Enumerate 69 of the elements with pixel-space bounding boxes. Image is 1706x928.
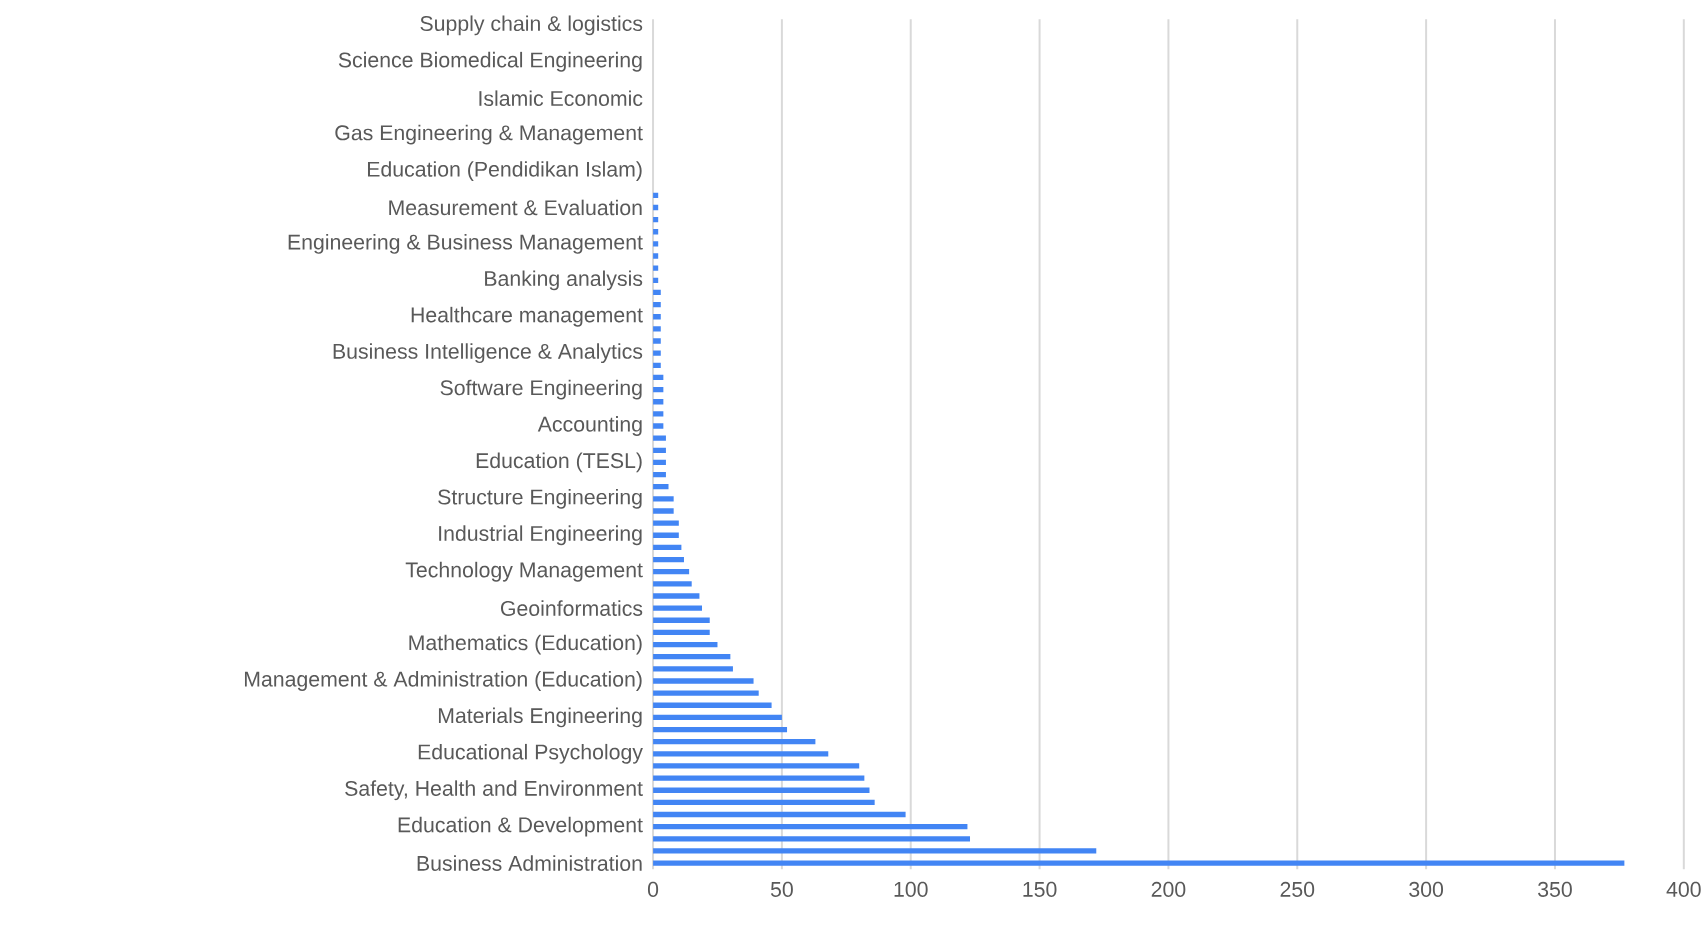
bar <box>653 678 754 684</box>
bar <box>653 593 700 599</box>
y-tick-label: Islamic Economic <box>479 90 643 107</box>
bar <box>653 812 906 818</box>
y-tick-label: Banking analysis <box>485 270 643 291</box>
bar <box>653 654 731 660</box>
bar <box>653 836 971 842</box>
bar <box>653 617 710 624</box>
x-tick-label: 250 <box>1280 882 1315 898</box>
bar <box>653 435 666 441</box>
bar <box>653 423 664 429</box>
y-tick-label: Accounting <box>537 416 642 437</box>
bar <box>653 411 664 417</box>
y-tick-label: Industrial Engineering <box>439 525 642 546</box>
bar <box>653 642 718 648</box>
bar <box>653 763 860 769</box>
y-tick-label: Technology Management <box>405 561 643 582</box>
bar <box>653 848 1097 854</box>
x-tick-label: 150 <box>1023 882 1057 898</box>
bar <box>653 775 865 781</box>
bar <box>653 557 684 563</box>
bar <box>653 581 692 587</box>
bar <box>653 508 674 514</box>
bar <box>653 702 772 709</box>
bar <box>653 326 661 332</box>
bar <box>653 690 759 696</box>
bar <box>653 629 710 636</box>
y-tick-label: Software Engineering <box>440 379 642 400</box>
bar <box>653 727 788 733</box>
y-tick-label: Business Administration <box>417 855 642 872</box>
y-tick-label: Mathematics (Education) <box>409 634 642 655</box>
bar <box>653 751 829 757</box>
x-tick-label: 300 <box>1409 882 1444 898</box>
y-tick-label: Healthcare management <box>411 306 643 327</box>
bar <box>653 824 968 830</box>
y-tick-label: Measurement & Evaluation <box>389 199 642 216</box>
y-tick-label: Structure Engineering <box>438 489 642 509</box>
bar <box>653 714 782 721</box>
x-tick-label: 400 <box>1666 882 1701 898</box>
x-tick-label: 0 <box>647 882 659 898</box>
y-tick-label: Gas Engineering & Management <box>335 124 643 145</box>
x-tick-label: 200 <box>1151 882 1186 898</box>
bar <box>653 484 669 490</box>
y-tick-label: Education & Development <box>398 816 643 837</box>
y-tick-label: Materials Engineering <box>438 707 642 728</box>
y-tick-label: Business Intelligence & Analytics <box>333 343 643 364</box>
bar <box>653 569 690 575</box>
y-tick-label: Safety, Health and Environment <box>345 780 643 801</box>
bar <box>653 739 816 745</box>
y-tick-label: Engineering & Business Management <box>288 234 643 254</box>
y-tick-label: Geoinformatics <box>500 600 643 617</box>
bar <box>653 860 1625 866</box>
bar <box>653 787 870 794</box>
x-tick-label: 50 <box>770 882 793 898</box>
x-tick-label: 100 <box>894 882 928 898</box>
y-tick-label: Supply chain & logistics <box>420 15 643 36</box>
x-tick-label: 350 <box>1538 882 1572 898</box>
bar <box>653 605 703 611</box>
bar <box>653 520 679 526</box>
y-tick-label: Management & Administration (Education) <box>244 671 642 692</box>
bar <box>653 799 875 806</box>
bar <box>653 338 661 344</box>
y-tick-label: Science Biomedical Engineering <box>338 52 642 72</box>
y-tick-label: Education (Pendidikan Islam) <box>367 161 642 182</box>
y-tick-label: Educational Psychology <box>418 744 643 764</box>
bar <box>653 496 674 502</box>
y-tick-label: Education (TESL) <box>476 452 642 473</box>
bar <box>653 666 733 672</box>
bar <box>653 532 679 539</box>
